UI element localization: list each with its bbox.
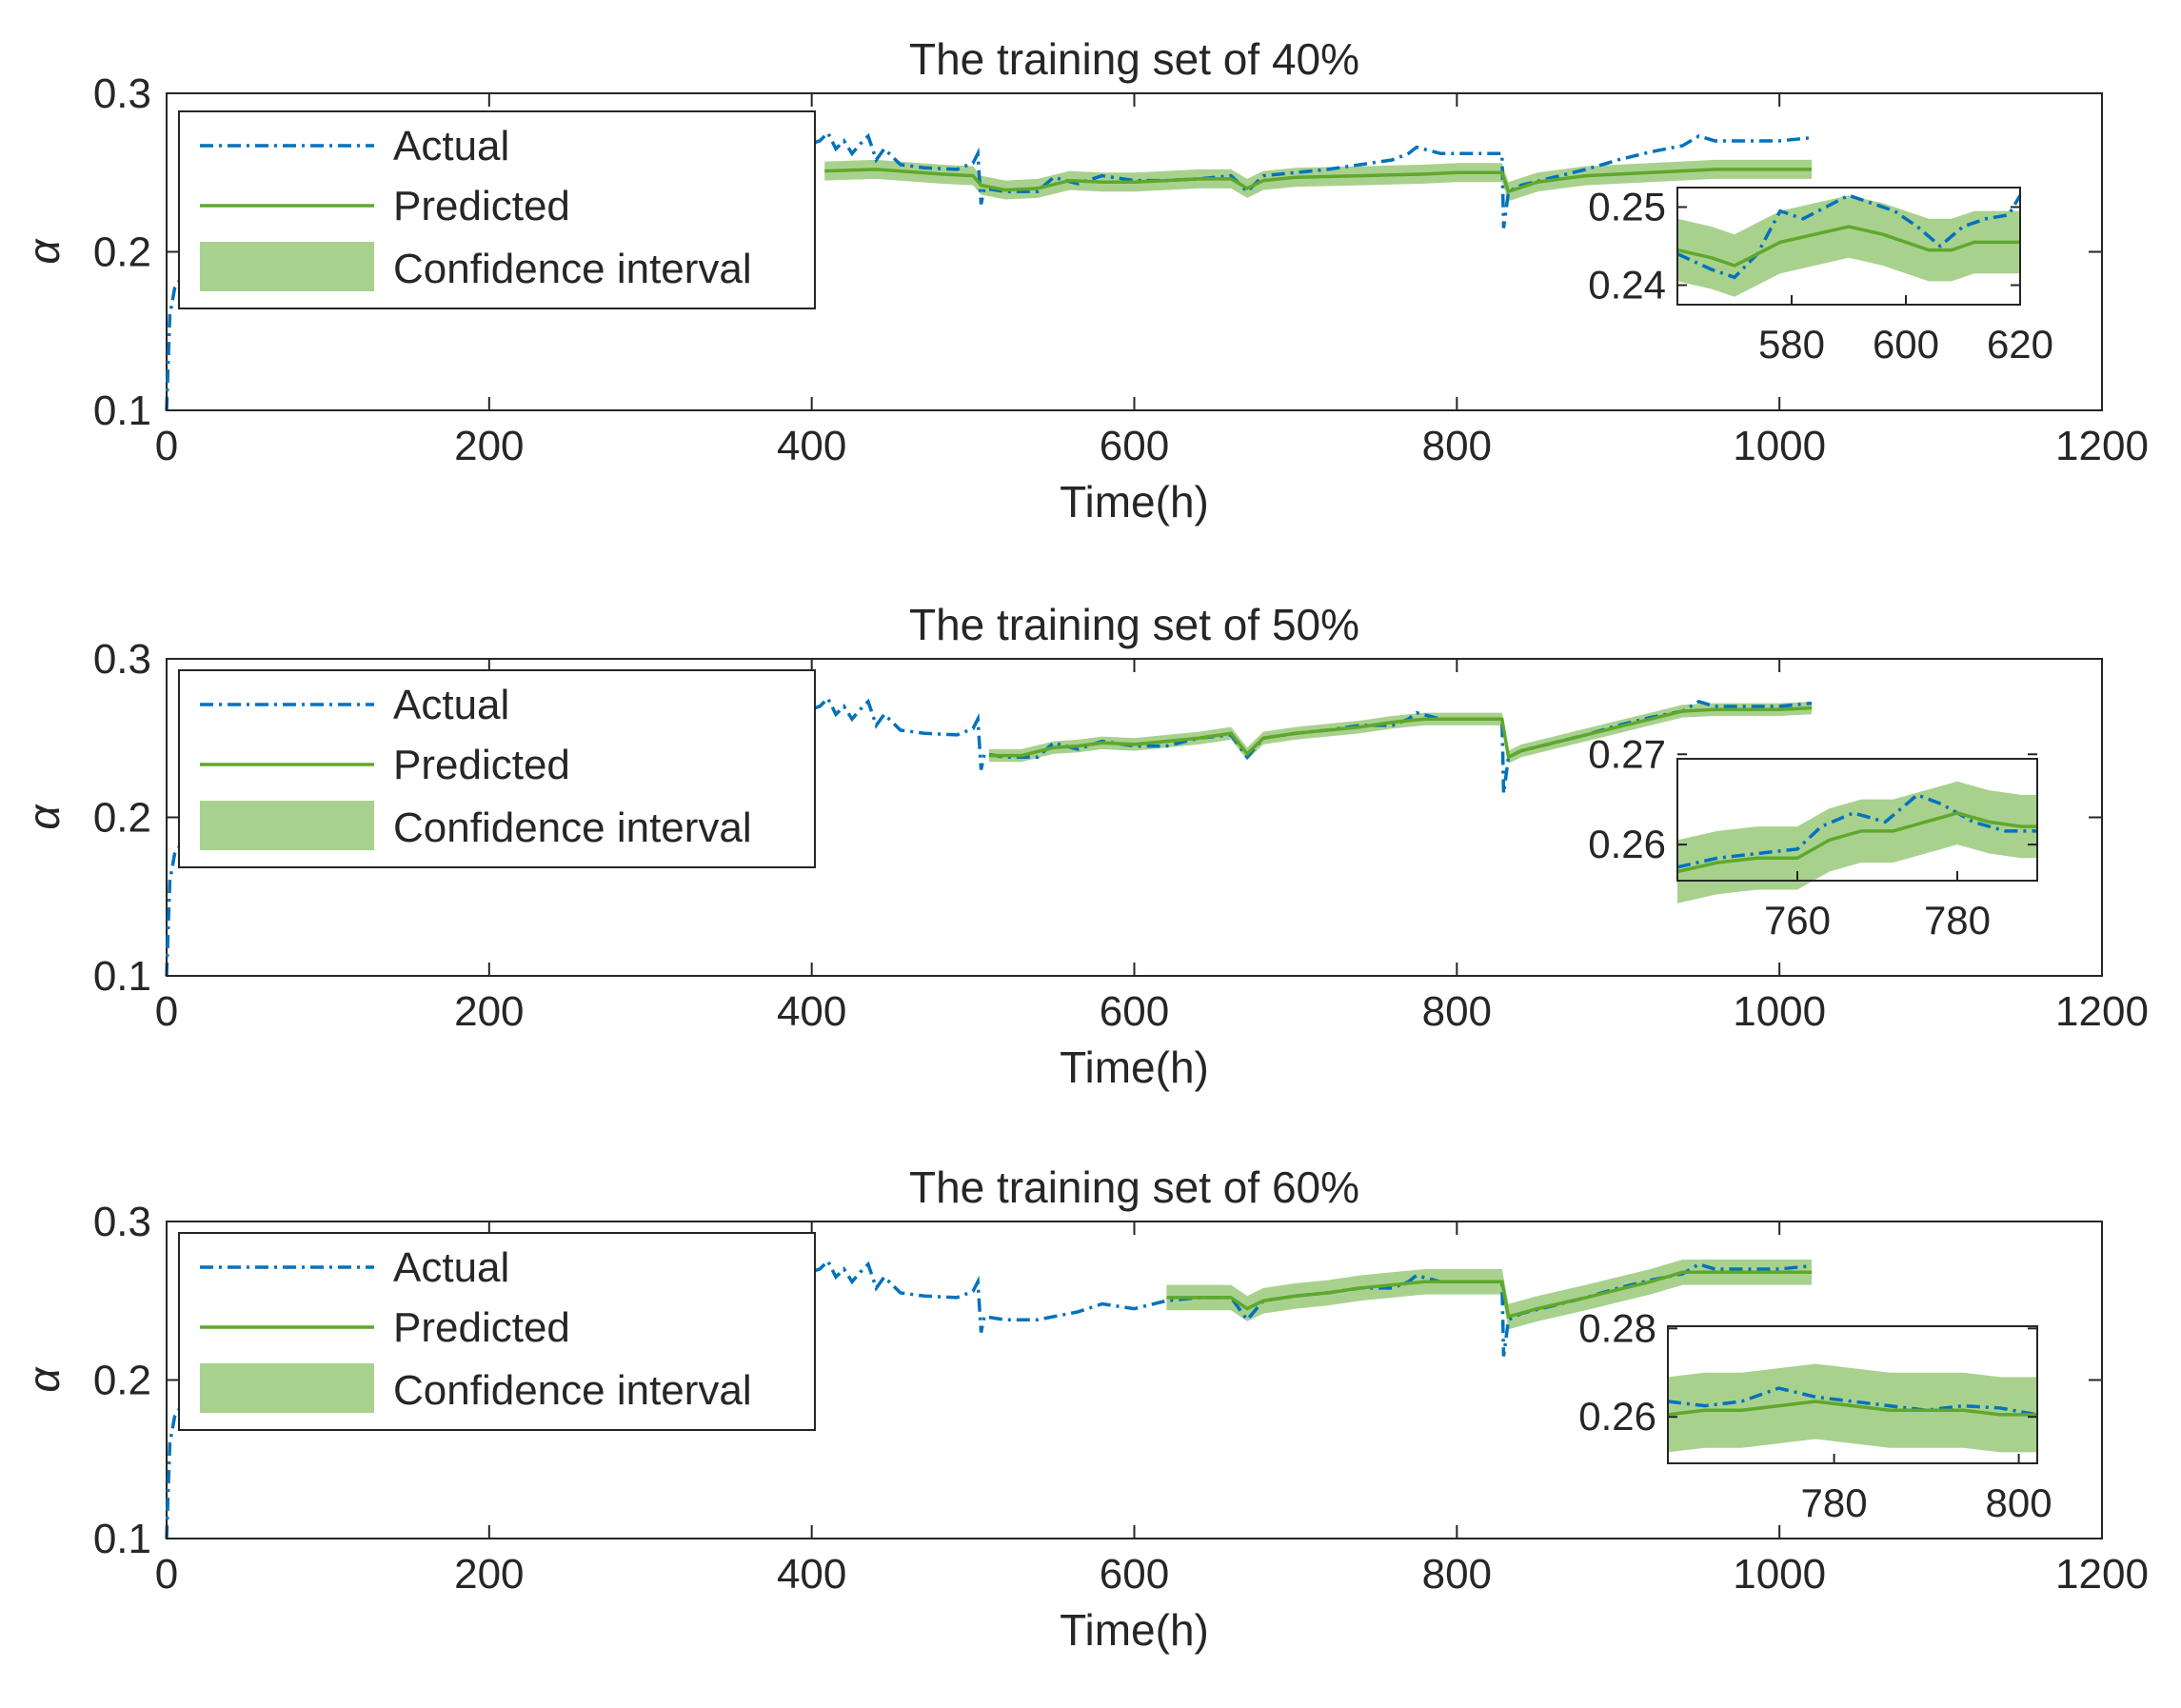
inset-y-tick-label: 0.26 (1588, 822, 1666, 866)
x-tick-label: 1000 (1733, 423, 1826, 469)
inset-confidence-band (1677, 195, 2020, 297)
legend: Actual Predicted Confidence interval (178, 110, 816, 309)
inset-frame (1676, 758, 2038, 882)
x-tick-label: 0 (155, 1551, 178, 1598)
legend-label: Confidence interval (393, 1367, 752, 1414)
legend-label: Predicted (393, 1304, 570, 1351)
legend-label: Predicted (393, 742, 570, 788)
x-axis-label: Time(h) (1060, 477, 1209, 526)
chart-title: The training set of 60% (909, 1162, 1359, 1212)
inset-y-tick-label: 0.28 (1578, 1305, 1656, 1350)
inset-confidence-band (1677, 781, 2037, 904)
inset-frame (1676, 187, 2021, 306)
panel-1: 0 200 400 600 800 1000 1200 0.1 0.2 0.3 The traini… (19, 34, 2149, 526)
legend: Actual Predicted Confidence interval (178, 669, 816, 868)
y-tick-label: 0.2 (93, 229, 151, 276)
y-tick-label: 0.3 (93, 636, 151, 683)
actual-series-line (165, 695, 1813, 977)
y-tick-label: 0.3 (93, 70, 151, 117)
y-axis-label: α (19, 804, 69, 830)
x-tick-label: 1200 (2055, 423, 2149, 469)
x-tick-label: 1200 (2055, 1551, 2149, 1598)
y-tick-label: 0.2 (93, 795, 151, 842)
y-axis-label: α (19, 238, 69, 265)
x-tick-label: 1000 (1733, 988, 1826, 1035)
y-tick-label: 0.1 (93, 1516, 151, 1562)
x-axis-label: Time(h) (1060, 1043, 1209, 1092)
x-tick-label: 400 (777, 988, 846, 1035)
legend: Actual Predicted Confidence interval (178, 1232, 816, 1431)
inset-y-tick-label: 0.27 (1588, 731, 1666, 776)
chart-title: The training set of 40% (909, 34, 1359, 84)
y-tick-label: 0.2 (93, 1358, 151, 1404)
panel-2: 0 200 400 600 800 1000 1200 0.1 0.2 0.3 The traini… (19, 600, 2149, 1092)
predicted-series-line (824, 168, 1813, 194)
x-tick-label: 200 (454, 423, 524, 469)
inset-y-tick-label: 0.25 (1588, 185, 1666, 229)
x-tick-label: 800 (1422, 1551, 1492, 1598)
predicted-series-line (1166, 1270, 1813, 1320)
y-tick-label: 0.1 (93, 387, 151, 434)
x-tick-label: 600 (1100, 423, 1169, 469)
inset-actual-line (1676, 193, 2022, 280)
inset-x-tick-label: 780 (1801, 1480, 1868, 1525)
x-tick-label: 400 (777, 1551, 846, 1598)
predicted-series-line (989, 705, 1813, 760)
actual-series-line (165, 129, 1813, 411)
x-axis-label: Time(h) (1060, 1605, 1209, 1655)
x-tick-label: 400 (777, 423, 846, 469)
x-tick-label: 200 (454, 1551, 524, 1598)
x-tick-label: 1200 (2055, 988, 2149, 1035)
legend-label: Confidence interval (393, 804, 752, 851)
legend-label: Actual (393, 682, 509, 728)
inset-predicted-line (1667, 1400, 2037, 1417)
inset-plot: 760 780 0.26 0.27 (1588, 731, 2038, 943)
inset-confidence-band (1668, 1363, 2037, 1453)
legend-label: Actual (393, 1244, 509, 1291)
x-tick-label: 600 (1100, 1551, 1169, 1598)
x-tick-label: 600 (1100, 988, 1169, 1035)
inset-actual-line (1667, 1386, 2038, 1417)
inset-x-tick-label: 760 (1764, 898, 1831, 943)
inset-y-tick-label: 0.26 (1578, 1394, 1656, 1439)
x-tick-label: 800 (1422, 423, 1492, 469)
inset-predicted-line (1676, 225, 2020, 268)
x-tick-label: 200 (454, 988, 524, 1035)
confidence-band (1166, 1259, 1813, 1330)
legend-label: Confidence interval (393, 246, 752, 292)
inset-x-tick-label: 620 (1987, 322, 2053, 367)
legend-label: Predicted (393, 183, 570, 229)
legend-ci-swatch (200, 242, 374, 291)
inset-x-tick-label: 780 (1924, 898, 1991, 943)
inset-x-tick-label: 580 (1758, 322, 1825, 367)
inset-plot: 580 600 620 0.24 0.25 (1588, 185, 2053, 367)
x-tick-label: 0 (155, 988, 178, 1035)
confidence-band (824, 159, 1813, 202)
inset-x-tick-label: 800 (1986, 1480, 2052, 1525)
inset-plot: 780 800 0.26 0.28 (1578, 1305, 2052, 1525)
inset-x-tick-label: 600 (1873, 322, 1939, 367)
legend-label: Actual (393, 123, 509, 169)
y-axis-label: α (19, 1366, 69, 1393)
legend-ci-swatch (200, 1363, 374, 1413)
chart-title: The training set of 50% (909, 600, 1359, 649)
x-tick-label: 1000 (1733, 1551, 1826, 1598)
panel-3: 0 200 400 600 800 1000 1200 0.1 0.2 0.3 The traini… (19, 1162, 2149, 1655)
y-tick-label: 0.3 (93, 1199, 151, 1245)
inset-predicted-line (1676, 811, 2037, 874)
y-tick-label: 0.1 (93, 953, 151, 1000)
x-tick-label: 800 (1422, 988, 1492, 1035)
inset-actual-line (1676, 792, 2037, 869)
inset-frame (1667, 1325, 2038, 1464)
legend-ci-swatch (200, 801, 374, 850)
inset-y-tick-label: 0.24 (1588, 263, 1666, 308)
x-tick-label: 0 (155, 423, 178, 469)
